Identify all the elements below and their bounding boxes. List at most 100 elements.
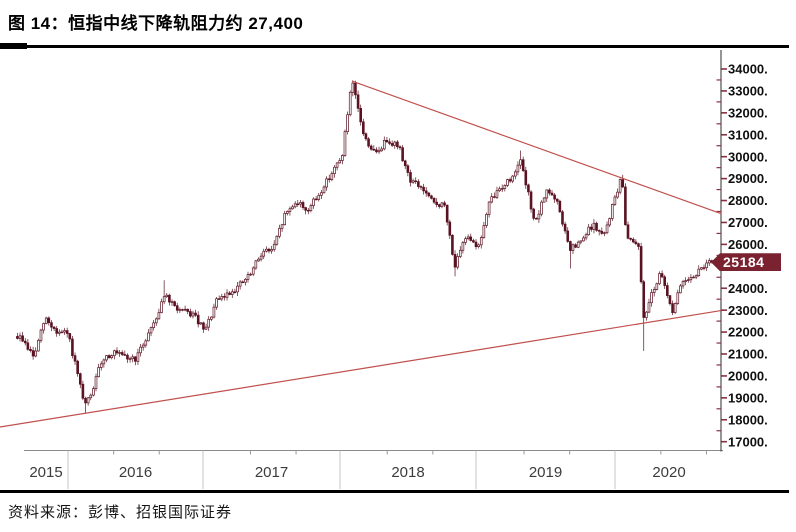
candle bbox=[694, 275, 698, 278]
candle bbox=[500, 188, 504, 190]
candle bbox=[592, 222, 596, 230]
candle bbox=[666, 285, 669, 296]
candle bbox=[115, 350, 119, 354]
candle bbox=[181, 309, 184, 311]
candle bbox=[173, 301, 176, 307]
candle bbox=[534, 217, 538, 220]
candle bbox=[26, 342, 30, 350]
candle bbox=[508, 179, 512, 182]
candle bbox=[579, 240, 583, 243]
candle bbox=[495, 190, 499, 198]
candle bbox=[154, 318, 158, 324]
candle bbox=[314, 198, 318, 201]
candle bbox=[702, 267, 706, 269]
candle bbox=[639, 246, 643, 283]
candle bbox=[409, 172, 412, 183]
candle bbox=[561, 211, 564, 225]
y-tick-label: 31000. bbox=[728, 127, 768, 142]
candle bbox=[427, 192, 431, 197]
candle bbox=[485, 214, 488, 226]
candle bbox=[107, 355, 111, 359]
candle bbox=[265, 248, 268, 252]
candle bbox=[283, 213, 286, 226]
candle bbox=[249, 273, 252, 276]
candle bbox=[346, 114, 349, 132]
y-tick-label: 18000. bbox=[728, 412, 768, 427]
candle bbox=[131, 356, 134, 360]
candle bbox=[168, 294, 171, 303]
candle bbox=[225, 292, 229, 298]
candle bbox=[469, 236, 473, 241]
candle bbox=[89, 394, 93, 399]
x-tick-label: 2020 bbox=[652, 464, 685, 481]
candle bbox=[293, 203, 297, 208]
candle bbox=[160, 301, 163, 313]
candle bbox=[705, 262, 708, 269]
candle bbox=[380, 148, 383, 152]
y-tick-label: 22000. bbox=[728, 325, 768, 340]
candle bbox=[673, 303, 677, 313]
candle bbox=[566, 230, 570, 242]
candle bbox=[482, 225, 486, 238]
candle bbox=[398, 146, 402, 149]
candle bbox=[655, 283, 659, 290]
candle bbox=[406, 165, 410, 173]
candle bbox=[393, 141, 397, 146]
candle bbox=[123, 354, 127, 356]
candle bbox=[537, 213, 541, 220]
candle bbox=[99, 363, 103, 368]
y-tick-label: 30000. bbox=[728, 149, 768, 164]
candle bbox=[50, 322, 53, 328]
candle bbox=[312, 198, 315, 206]
candle bbox=[448, 221, 452, 236]
candle bbox=[516, 164, 520, 173]
candle bbox=[52, 326, 56, 329]
candle bbox=[555, 198, 559, 202]
candle bbox=[372, 148, 376, 151]
candle bbox=[608, 218, 611, 226]
y-tick-label: 21000. bbox=[728, 347, 768, 362]
candle bbox=[377, 150, 381, 153]
candle bbox=[299, 202, 302, 205]
candle bbox=[524, 170, 528, 186]
candle bbox=[230, 291, 234, 295]
candle bbox=[327, 178, 331, 180]
candle bbox=[92, 388, 95, 396]
candle bbox=[236, 285, 239, 293]
source-note: 资料来源：彭博、招银国际证券 bbox=[8, 505, 233, 521]
candle bbox=[445, 204, 449, 223]
candle bbox=[403, 160, 407, 167]
candle bbox=[333, 166, 336, 174]
candle bbox=[65, 330, 69, 334]
candle bbox=[220, 296, 224, 300]
candle bbox=[238, 281, 242, 287]
candle bbox=[262, 250, 266, 257]
candle bbox=[663, 276, 666, 286]
x-tick-label: 2017 bbox=[255, 464, 288, 481]
candle bbox=[532, 208, 535, 219]
candle bbox=[584, 234, 588, 239]
candle bbox=[348, 91, 352, 116]
candle bbox=[204, 326, 208, 330]
x-tick-label: 2018 bbox=[391, 464, 424, 481]
candle bbox=[272, 243, 276, 250]
candle bbox=[506, 179, 509, 186]
candle bbox=[362, 121, 365, 135]
candle bbox=[382, 139, 386, 150]
candle bbox=[464, 238, 467, 243]
candle bbox=[317, 194, 321, 200]
candle bbox=[76, 360, 79, 374]
candle bbox=[113, 350, 116, 357]
candle bbox=[354, 82, 357, 96]
candle bbox=[141, 344, 145, 348]
candle bbox=[81, 383, 85, 399]
candle bbox=[621, 179, 625, 188]
candle bbox=[624, 186, 627, 226]
candle bbox=[548, 189, 551, 194]
candle bbox=[139, 346, 142, 354]
candle bbox=[498, 188, 501, 192]
candle bbox=[270, 249, 273, 252]
candle bbox=[493, 196, 496, 198]
candle bbox=[642, 281, 646, 318]
